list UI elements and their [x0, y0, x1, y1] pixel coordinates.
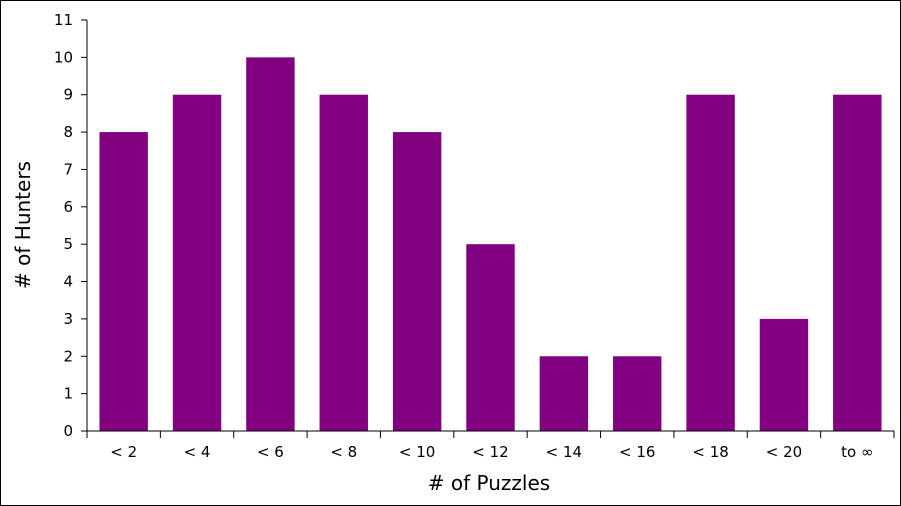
x-tick-label-5: < 12	[472, 443, 508, 461]
bar-4	[392, 132, 442, 431]
bar-1	[172, 94, 222, 431]
bar-2	[246, 57, 295, 432]
bar-5	[466, 244, 515, 431]
y-tick-label-11: 11	[54, 11, 73, 29]
x-tick-label-10: to ∞	[841, 443, 873, 461]
y-tick-label-0: 0	[63, 422, 73, 440]
x-tick-label-9: < 20	[766, 443, 802, 461]
y-tick-label-8: 8	[63, 123, 73, 141]
y-tick-label-10: 10	[54, 48, 73, 66]
bars-group	[99, 57, 882, 432]
bar-3	[319, 94, 368, 431]
bar-10	[833, 94, 882, 431]
x-tick-label-8: < 18	[692, 443, 728, 461]
x-tick-label-6: < 14	[546, 443, 582, 461]
x-tick-label-1: < 4	[184, 443, 211, 461]
x-tick-label-2: < 6	[257, 443, 284, 461]
y-tick-label-2: 2	[63, 347, 73, 365]
y-tick-label-4: 4	[63, 273, 73, 291]
y-tick-label-9: 9	[63, 86, 73, 104]
x-axis-title: # of Puzzles	[428, 471, 550, 495]
bar-9	[759, 318, 809, 431]
y-tick-label-6: 6	[63, 198, 73, 216]
bar-7	[613, 356, 662, 431]
bar-6	[539, 356, 589, 431]
y-tick-label-5: 5	[63, 235, 73, 253]
y-axis-title: # of Hunters	[11, 161, 35, 289]
bar-8	[686, 94, 735, 431]
x-axis: < 2 < 4 < 6 < 8 < 10 < 12 < 14 < 16 < 18 < 20 to ∞	[86, 430, 895, 461]
x-tick-label-7: < 16	[619, 443, 655, 461]
x-tick-label-0: < 2	[110, 443, 137, 461]
x-tick-label-4: < 10	[399, 443, 435, 461]
y-tick-label-1: 1	[63, 385, 73, 403]
x-tick-label-3: < 8	[330, 443, 357, 461]
y-axis: 0 1 2 3 4 5 6 7 8 9 10 11	[54, 11, 88, 440]
y-tick-label-7: 7	[63, 160, 73, 178]
bar-0	[99, 132, 148, 431]
y-tick-label-3: 3	[63, 310, 73, 328]
